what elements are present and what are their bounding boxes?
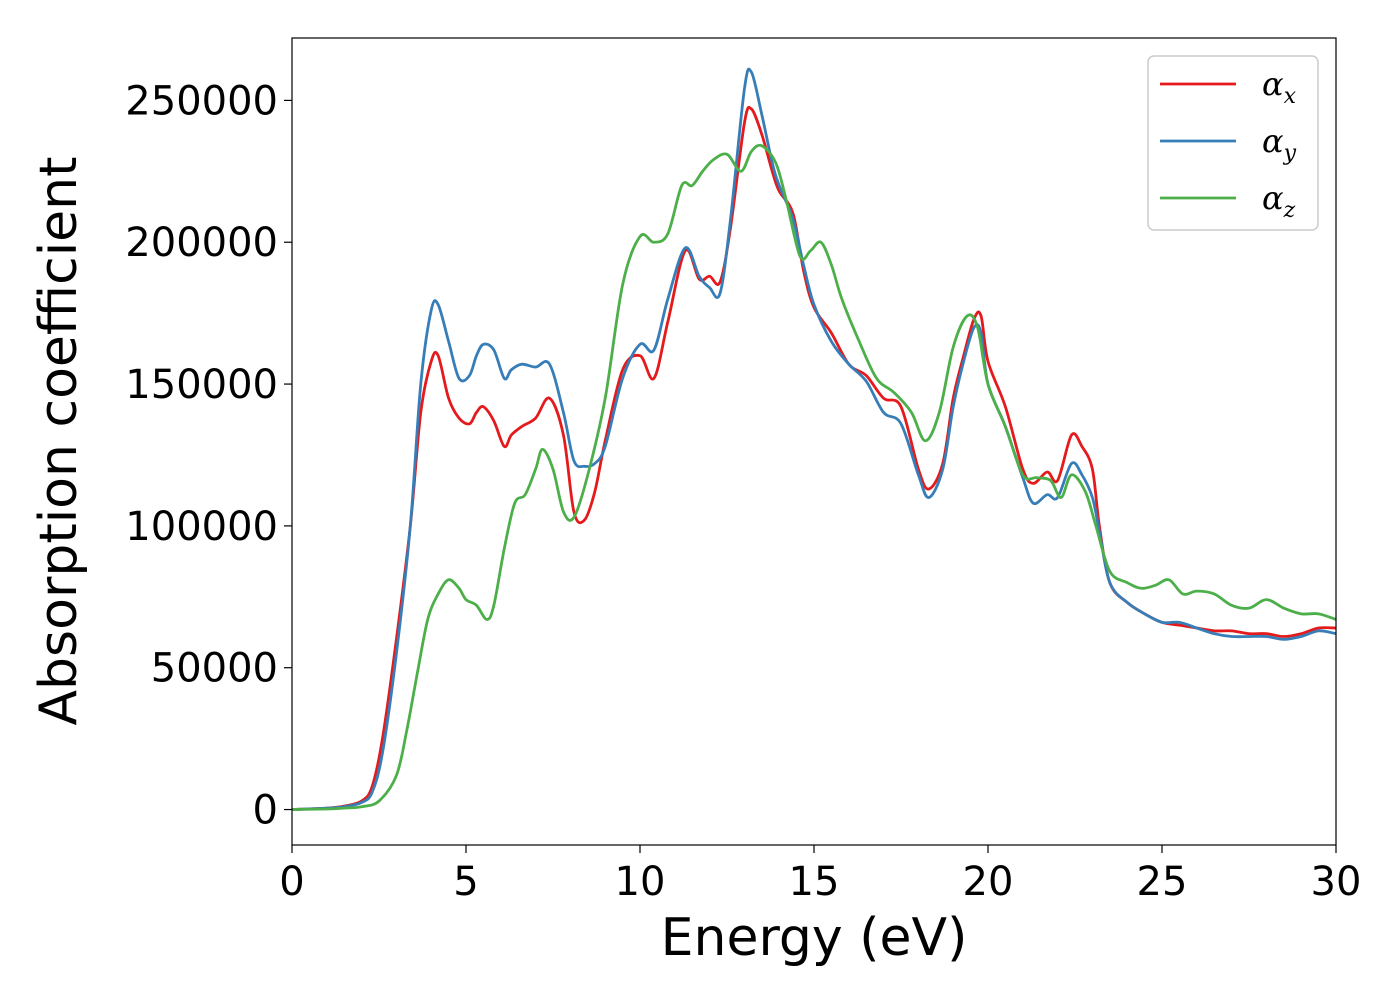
x-tick-label: 10 (615, 859, 666, 905)
series-line-z (291, 143, 1337, 811)
y-tick-label: 150000 (125, 362, 278, 408)
series-layer (291, 67, 1337, 811)
x-tick-label: 5 (453, 859, 478, 905)
legend-subscript: z (1283, 198, 1296, 223)
legend-subscript: y (1283, 141, 1297, 166)
y-tick-label: 200000 (125, 220, 278, 266)
x-tick-label: 25 (1137, 859, 1188, 905)
legend-box (1147, 55, 1319, 231)
y-axis-ticks: 0 50000 100000 150000 200000 250000 (125, 78, 292, 834)
legend-subscript: x (1284, 84, 1297, 109)
x-axis-label: Energy (eV) (661, 908, 968, 968)
y-axis-label: Absorption coefficient (29, 156, 89, 725)
y-tick-label: 0 (253, 788, 278, 834)
x-tick-label: 20 (963, 859, 1014, 905)
x-tick-label: 30 (1311, 859, 1362, 905)
x-axis-ticks: 0 5 10 15 20 25 30 (279, 845, 1361, 905)
y-tick-label: 50000 (151, 646, 278, 692)
y-tick-label: 100000 (125, 504, 278, 550)
y-tick-label: 250000 (125, 78, 278, 124)
x-tick-label: 0 (279, 859, 304, 905)
x-tick-label: 15 (789, 859, 840, 905)
